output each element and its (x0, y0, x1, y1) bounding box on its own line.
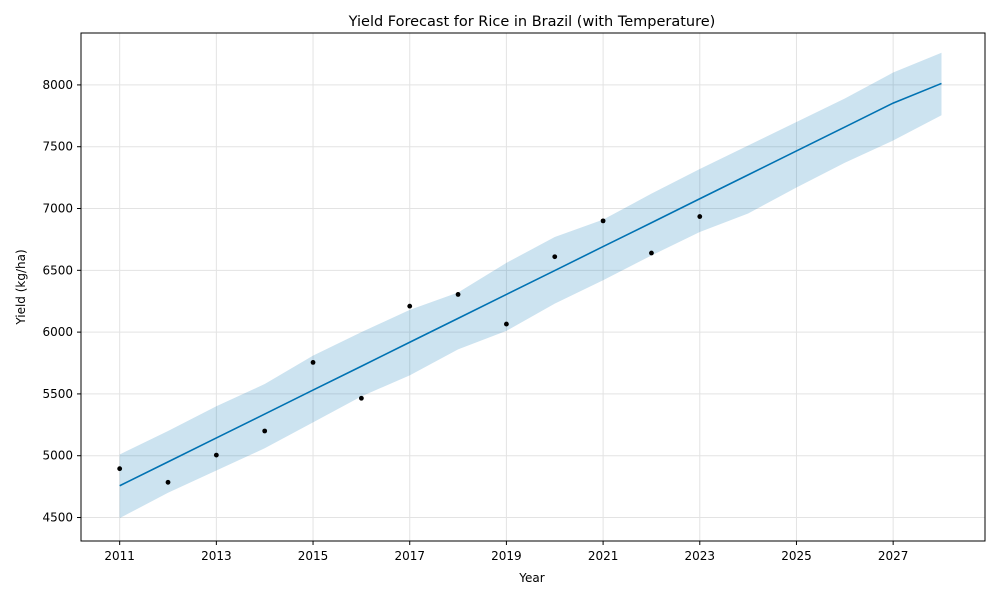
y-axis-label: Yield (kg/ha) (14, 249, 28, 325)
y-axis: 4500 5000 5500 6000 6500 7000 7500 8000 (42, 78, 81, 525)
y-tick-label: 7000 (42, 202, 73, 216)
observed-point (697, 214, 703, 219)
y-tick-label: 5000 (42, 449, 73, 463)
plot-area-frame (80, 32, 986, 542)
y-tick-label: 6000 (42, 325, 73, 339)
x-tick-label: 2027 (878, 549, 909, 563)
observed-point (600, 218, 606, 224)
x-axis-label: Year (518, 571, 544, 585)
y-tick-label: 4500 (42, 511, 73, 525)
x-axis: 2011 2013 2015 2017 2019 2021 2023 2025 2027 (104, 541, 908, 563)
observed-points (117, 214, 703, 485)
forecast-line (119, 82, 942, 487)
x-tick-label: 2025 (781, 549, 812, 563)
grid (81, 33, 985, 541)
x-tick-label: 2023 (685, 549, 716, 563)
observed-point (552, 254, 558, 260)
observed-point (165, 479, 171, 485)
observed-point (649, 250, 654, 256)
y-tick-label: 8000 (42, 78, 73, 92)
observed-point (358, 395, 364, 401)
x-tick-label: 2021 (588, 549, 619, 563)
observed-point (310, 359, 316, 365)
chart-title: Yield Forecast for Rice in Brazil (with … (348, 14, 716, 30)
observed-point (262, 428, 268, 434)
x-tick-label: 2011 (104, 549, 135, 563)
x-tick-label: 2015 (298, 549, 329, 563)
y-tick-label: 6500 (42, 263, 73, 277)
observed-point (407, 303, 413, 309)
y-tick-label: 7500 (42, 140, 73, 154)
observed-point (117, 466, 123, 472)
uncertainty-band (119, 52, 942, 519)
uncertainty-band-area (119, 52, 942, 519)
observed-point (455, 292, 461, 297)
observed-point (213, 452, 219, 458)
forecast-line-layer (119, 82, 942, 487)
x-tick-label: 2013 (201, 549, 232, 563)
y-tick-label: 5500 (42, 387, 73, 401)
x-tick-label: 2017 (394, 549, 425, 563)
observed-point (504, 321, 509, 327)
x-tick-label: 2019 (491, 549, 522, 563)
